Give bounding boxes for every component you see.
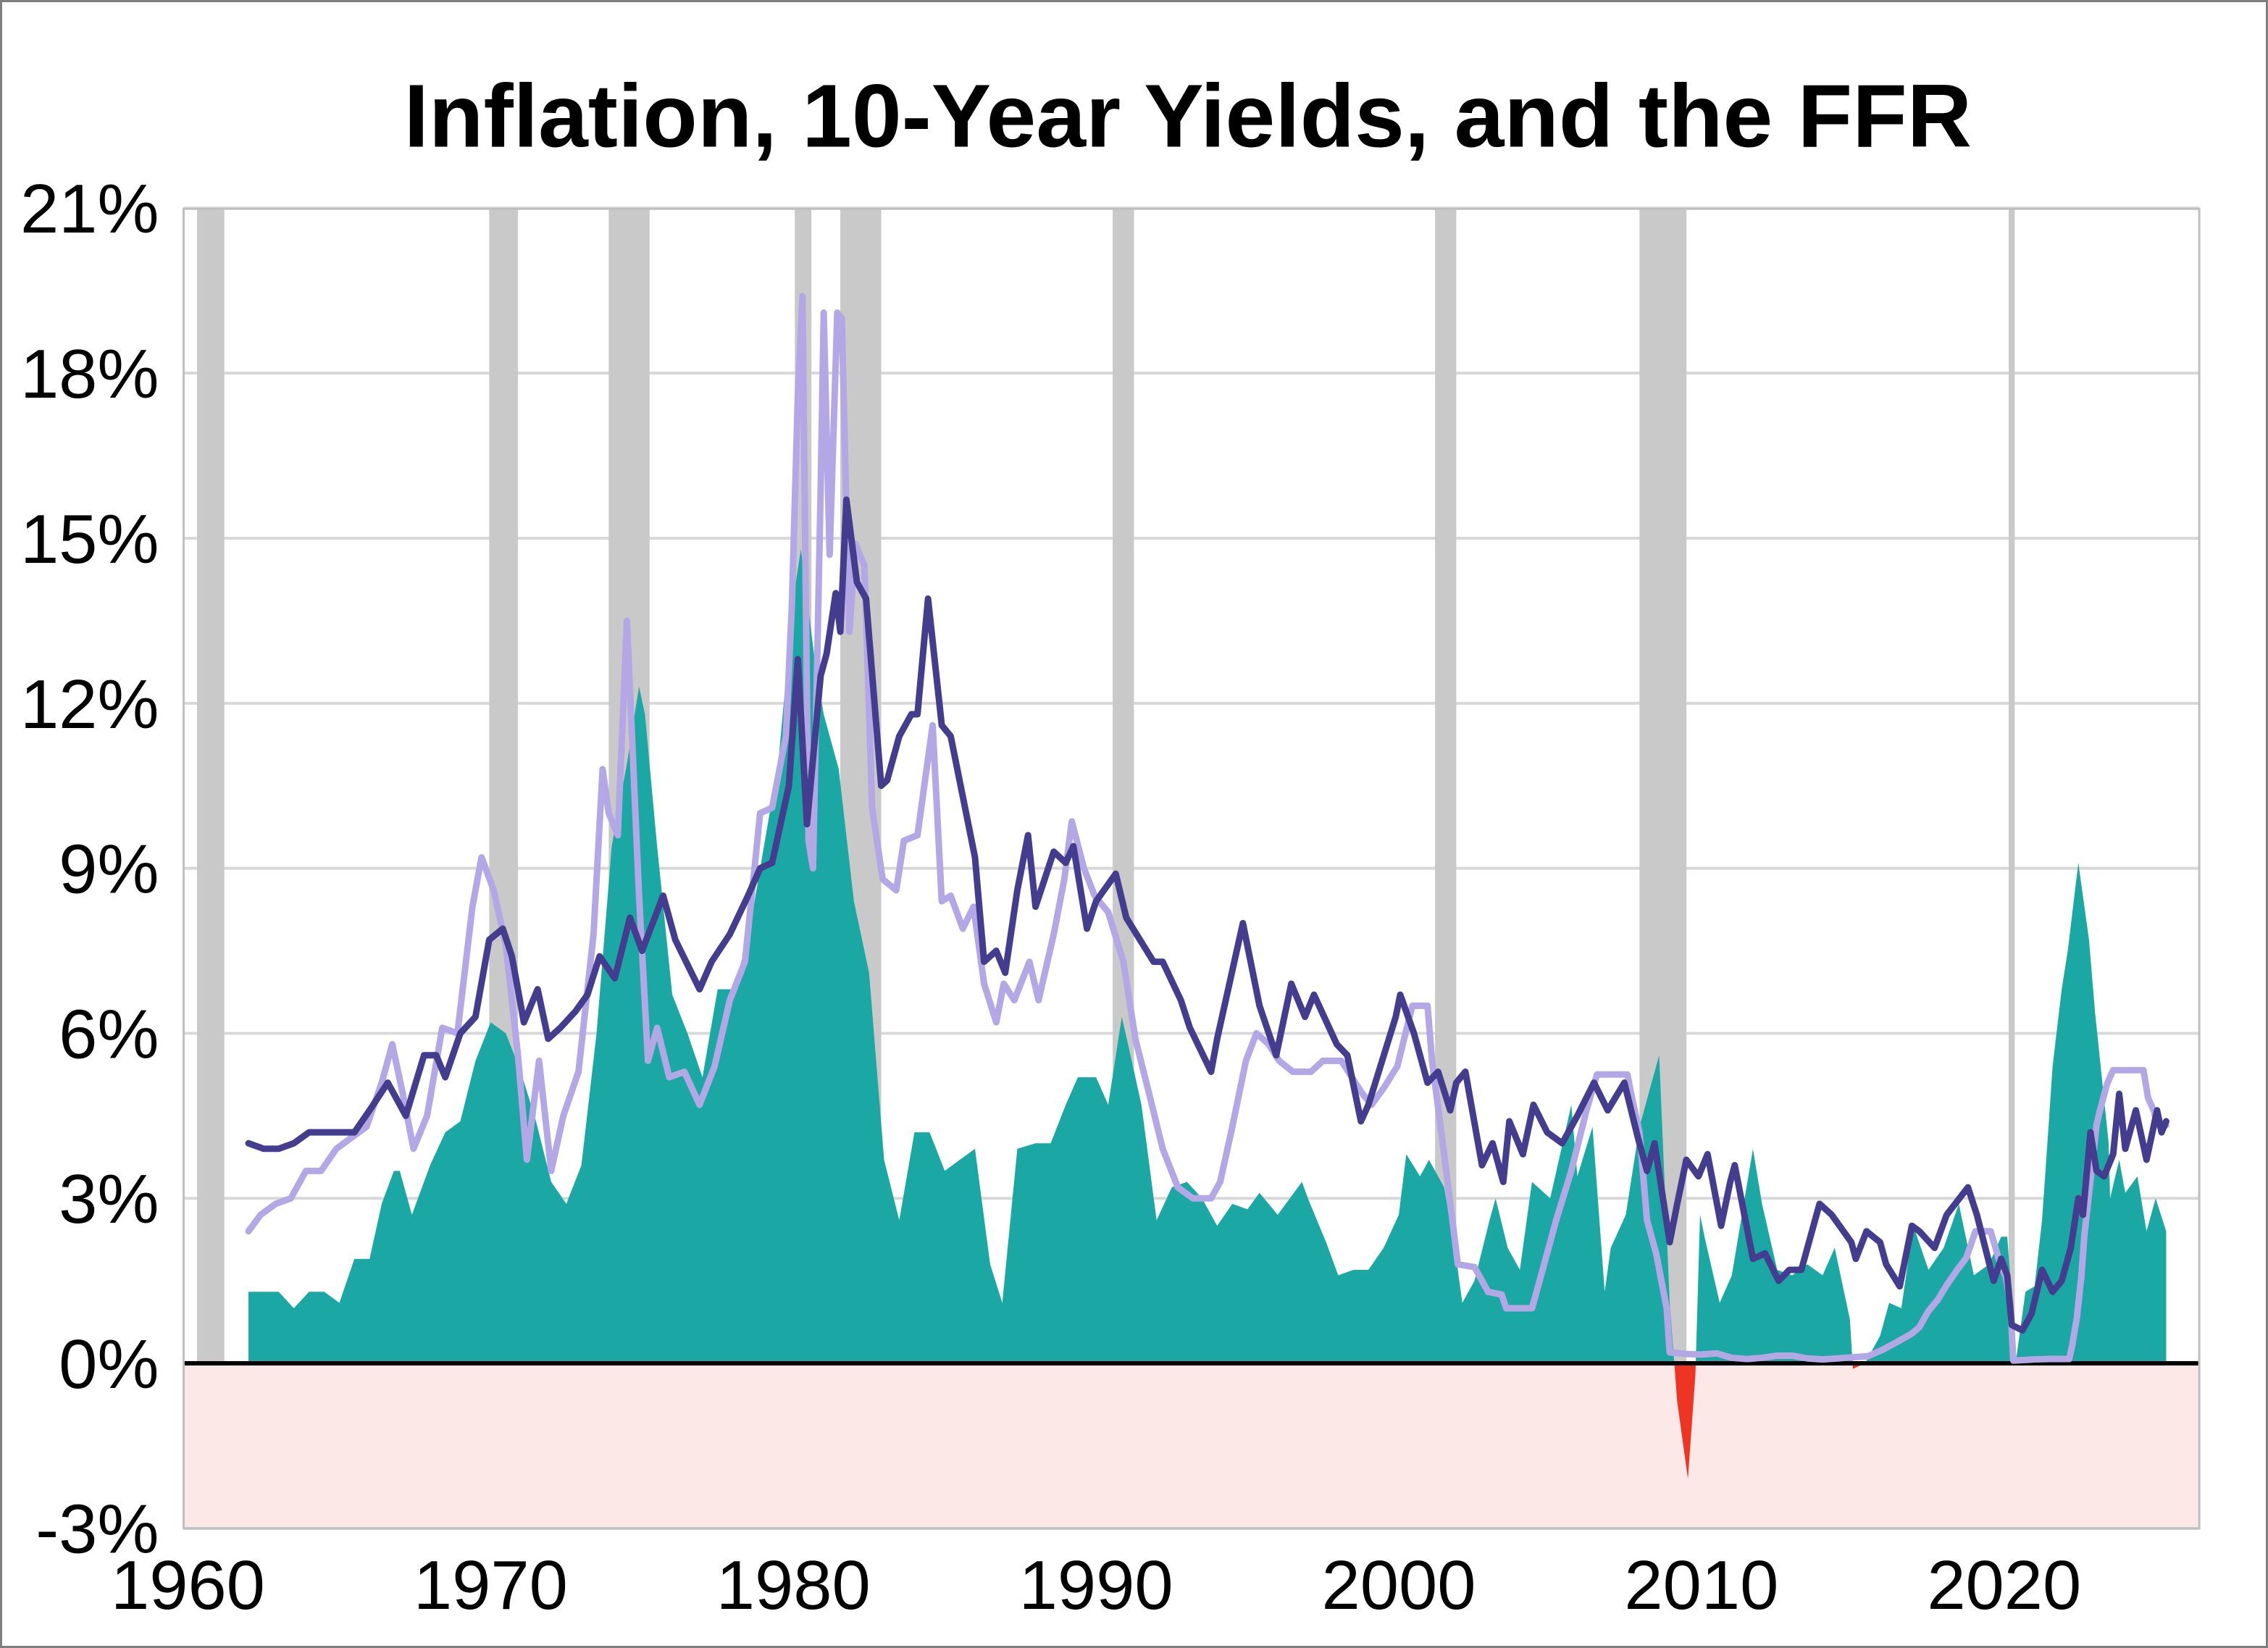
ffr-line: [245, 293, 2169, 1364]
ten-year-yield-line: [245, 496, 2169, 1334]
x-tick-label: 2000: [1322, 1547, 1476, 1624]
y-tick-label: 0%: [59, 1326, 159, 1403]
y-tick-label: 9%: [59, 831, 159, 908]
below-zero-region: [183, 1363, 2200, 1528]
x-tick-label: 1970: [414, 1547, 568, 1624]
y-tick-label: -3%: [35, 1491, 159, 1568]
x-tick-label: 1990: [1019, 1547, 1173, 1624]
recession-band: [2009, 209, 2015, 1364]
plot-border: [182, 207, 2201, 1530]
y-tick-label: 3%: [59, 1160, 159, 1238]
x-tick-label: 2010: [1624, 1547, 1778, 1624]
y-tick-label: 15%: [20, 501, 159, 578]
chart-title: Inflation, 10-Year Yields, and the FFR: [404, 66, 1972, 166]
inflation-area: [248, 549, 2167, 1364]
x-tick-label: 1980: [716, 1547, 871, 1624]
y-tick-label: 12%: [20, 666, 159, 743]
y-tick-label: 6%: [59, 995, 159, 1073]
y-tick-label: 21%: [20, 170, 159, 248]
inflation-negative-area: [248, 1363, 2167, 1479]
x-tick-label: 2020: [1927, 1547, 2081, 1624]
y-tick-label: 18%: [20, 335, 159, 413]
x-tick-label: 1960: [111, 1547, 265, 1624]
recession-band: [197, 209, 225, 1364]
